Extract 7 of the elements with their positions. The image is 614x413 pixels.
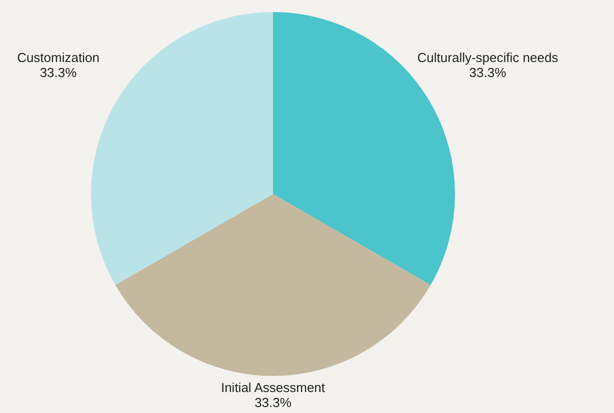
data-label: 33.3% <box>40 65 78 80</box>
slice-label: Culturally-specific needs <box>417 50 559 66</box>
pie-slice <box>115 194 431 376</box>
data-label: 33.3% <box>469 65 507 80</box>
slice-label: Customization <box>17 50 100 66</box>
slice-label: Initial Assessment <box>220 380 326 395</box>
data-label: 33.3% <box>254 395 292 410</box>
